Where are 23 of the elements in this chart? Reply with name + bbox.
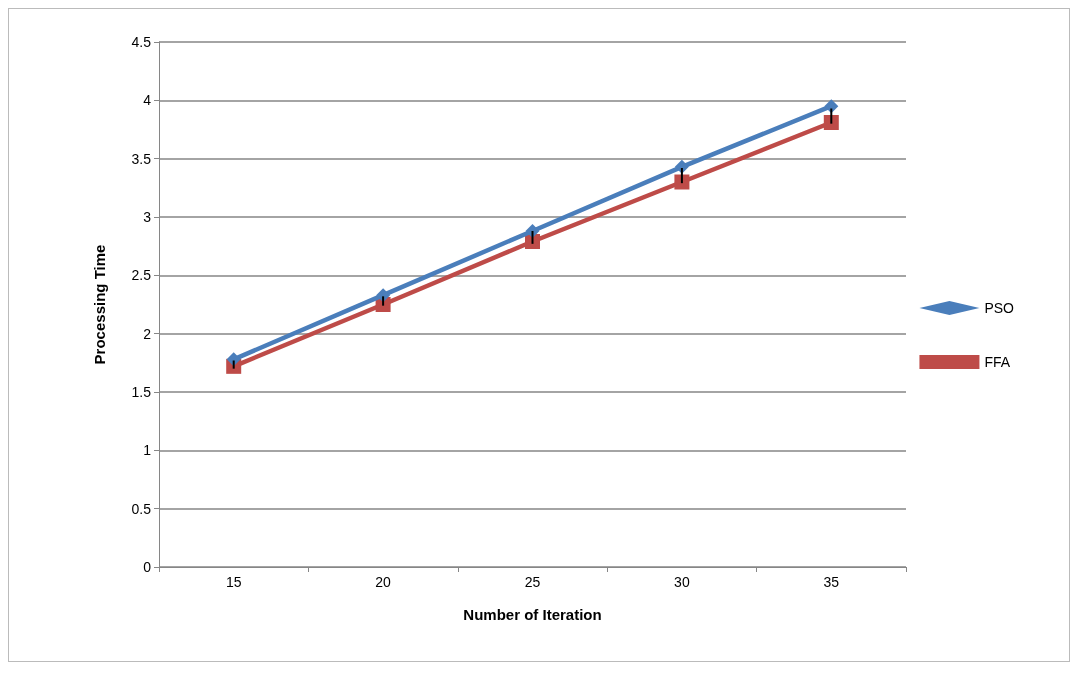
y-tick-label: 2.5 xyxy=(131,267,152,284)
y-tick-label: 2 xyxy=(143,325,152,342)
y-tick-label: 1.5 xyxy=(131,384,152,400)
legend-label: PSO xyxy=(984,300,1015,316)
point xyxy=(226,352,241,367)
y-tick-label: 3 xyxy=(143,209,152,225)
x-axis-title: Number of Iteration xyxy=(463,606,602,623)
legend-label: FFA xyxy=(984,354,1011,370)
point xyxy=(823,115,839,130)
x-tick-label: 30 xyxy=(674,574,690,590)
x-tick-label: 20 xyxy=(375,574,392,590)
y-tick-label: 1 xyxy=(143,442,152,459)
x-tick-label: 15 xyxy=(225,574,242,590)
point xyxy=(824,99,839,114)
y-tick-label: 4.5 xyxy=(131,34,152,50)
y-tick-label: 0 xyxy=(143,559,152,575)
y-axis-title: Processing Time xyxy=(91,244,108,365)
x-tick-label: 25 xyxy=(524,574,541,590)
x-tick-label: 35 xyxy=(823,574,840,590)
y-tick-label: 0.5 xyxy=(131,500,152,517)
y-tick-label: 4 xyxy=(143,92,152,109)
y-tick-label: 3.5 xyxy=(131,150,152,167)
point xyxy=(674,174,690,190)
